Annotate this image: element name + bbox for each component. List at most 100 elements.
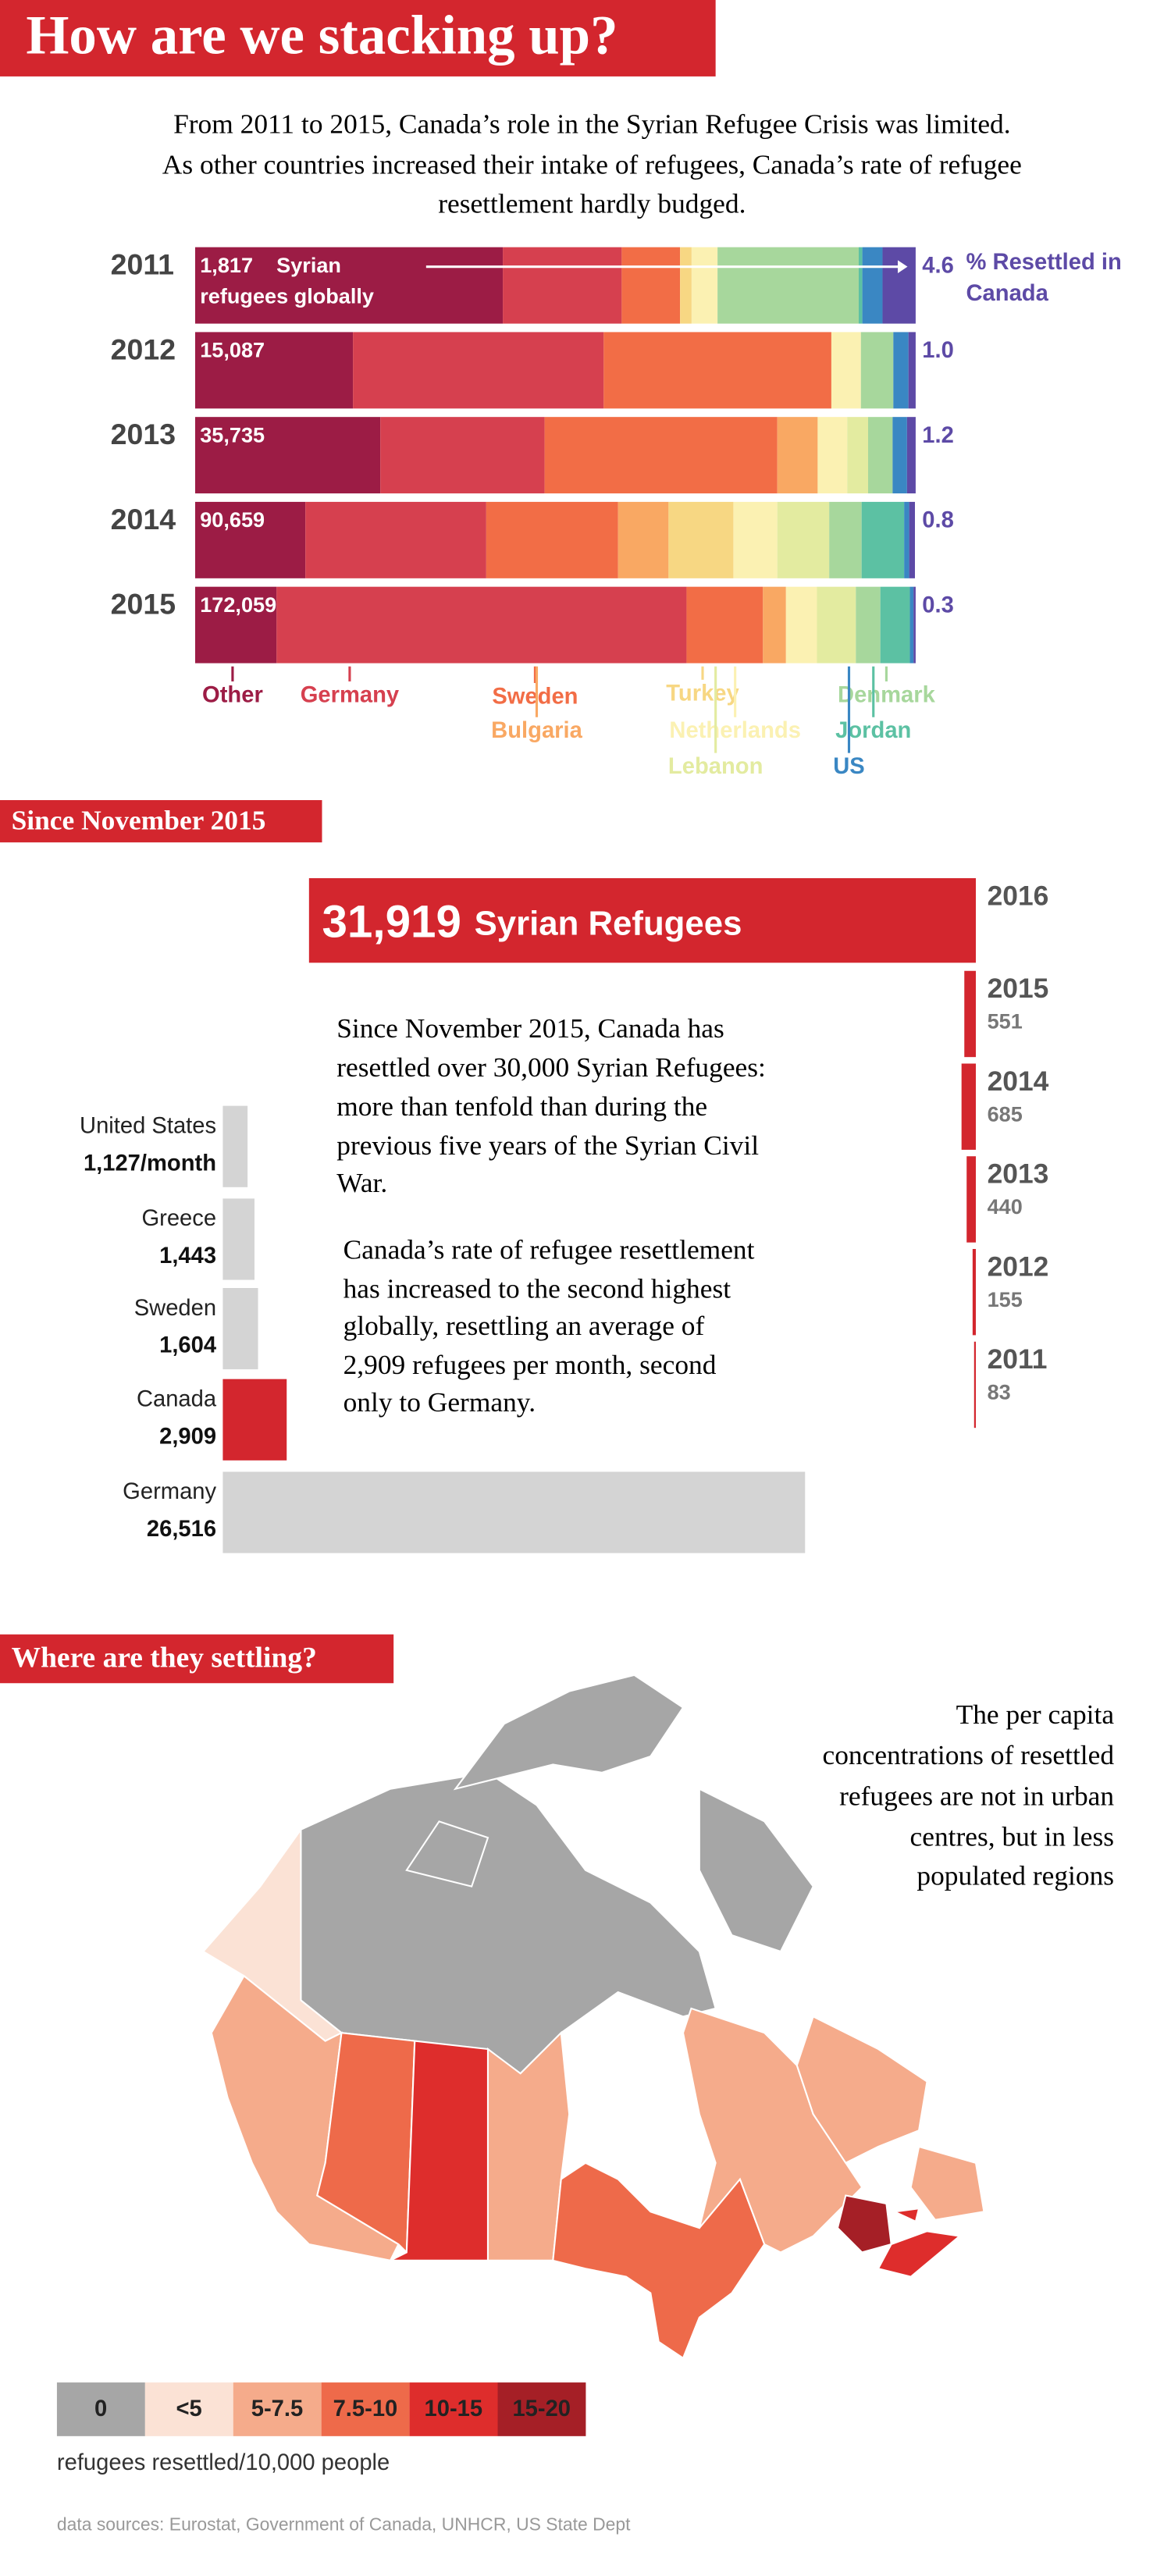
legend-label: 5-7.5 (251, 2396, 303, 2421)
value-note: Syrian Refugees (475, 904, 742, 942)
bar-segment (686, 586, 763, 664)
legend-label: Other (202, 682, 263, 707)
bar-segment (733, 501, 778, 578)
paragraph: 2,909 refugees per month, second (343, 1349, 717, 1380)
bar-segment (880, 586, 910, 664)
y-tick-label: 2014 (111, 503, 176, 535)
legend-label: Denmark (838, 682, 936, 707)
bar-segment (353, 332, 604, 409)
bar-segment (680, 247, 692, 324)
section-banner (0, 1634, 394, 1684)
category-label: 2011 (988, 1343, 1048, 1375)
region (795, 2015, 928, 2165)
legend-swatch (56, 2382, 145, 2436)
legend-label: 15-20 (512, 2396, 571, 2421)
legend-label: 0 (94, 2396, 107, 2421)
bar (222, 1105, 248, 1187)
bar-segment (195, 332, 354, 409)
legend-label: Germany (301, 682, 400, 707)
bar-segment (621, 247, 681, 324)
map-caption: refugees resettled/10,000 people (57, 2450, 390, 2475)
paragraph: only to Germany. (343, 1386, 536, 1418)
canada-note: % Resettled in (966, 250, 1122, 275)
legend-label: Jordan (835, 718, 911, 743)
bar (222, 1471, 806, 1553)
section-banner (0, 800, 322, 843)
bar (973, 1341, 976, 1429)
region (698, 1787, 814, 1953)
y-tick-label: 2012 (111, 333, 176, 365)
bar-segment (544, 417, 778, 494)
bar-segment (859, 247, 863, 324)
paragraph: War. (336, 1167, 387, 1198)
bar-segment (603, 332, 831, 409)
category-label: Germany (123, 1479, 216, 1504)
total-label: 1,817 (200, 253, 253, 277)
region (909, 2145, 985, 2221)
bar-segment (717, 247, 860, 324)
arrow-head (898, 260, 908, 273)
total-label: 90,659 (200, 507, 265, 532)
bar-segment (892, 417, 907, 494)
legend-label: Netherlands (669, 718, 801, 743)
bar-segment (276, 586, 687, 664)
section-title: Where are they settling? (12, 1642, 317, 1674)
legend-label: Canada (966, 281, 1049, 306)
bar-segment (777, 417, 818, 494)
title: How are we stacking up? (26, 5, 618, 66)
category-label: 2016 (988, 880, 1049, 911)
value-label: 155 (988, 1287, 1023, 1311)
value-label: 26,516 (147, 1517, 216, 1542)
value-label: 440 (988, 1194, 1023, 1219)
bar-segment (817, 417, 848, 494)
bar (222, 1198, 255, 1280)
paragraph: globally, resettling an average of (343, 1310, 705, 1341)
legend-swatch (233, 2382, 322, 2436)
region (836, 2194, 892, 2254)
canada-label: 0.3 (922, 592, 954, 617)
map-note: populated regions (917, 1859, 1114, 1891)
paragraph: Canada’s rate of refugee resettlement (343, 1233, 755, 1265)
bar-segment (195, 586, 277, 664)
category-label: 2012 (988, 1251, 1049, 1282)
region (405, 1820, 489, 1888)
bar-segment (195, 501, 306, 578)
bar-segment (777, 501, 830, 578)
region (552, 2161, 766, 2360)
paragraph: more than tenfold than during the (336, 1091, 707, 1122)
region (892, 2207, 920, 2223)
bar-segment (691, 247, 718, 324)
y-tick-label: 2015 (111, 588, 176, 621)
bar (308, 878, 976, 963)
total-label: 172,059 (200, 592, 276, 617)
legend-swatch (409, 2382, 498, 2436)
bar-segment (668, 501, 734, 578)
y-tick-label: 2011 (111, 248, 174, 281)
region (453, 1674, 685, 1791)
bar-segment (860, 332, 894, 409)
total-label: 15,087 (200, 338, 265, 362)
bar-segment (913, 586, 916, 664)
legend-label: US (833, 754, 865, 779)
bar-segment (909, 501, 915, 578)
legend-label: Turkey (666, 681, 739, 706)
bar-segment (906, 417, 916, 494)
map-note: centres, but in less (910, 1820, 1115, 1852)
y-tick-label: 2013 (111, 418, 176, 450)
bar-segment (893, 332, 909, 409)
value-label: 31,919 (322, 897, 461, 948)
legend-swatch (144, 2382, 233, 2436)
canada-label: 1.2 (922, 423, 954, 448)
total-note: refugees globally (200, 283, 374, 308)
bar-segment (618, 501, 669, 578)
intro: As other countries increased their intak… (162, 149, 1022, 180)
section-title: Since November 2015 (12, 804, 266, 835)
intro: From 2011 to 2015, Canada’s role in the … (173, 109, 1011, 140)
value-label: 1,604 (159, 1333, 217, 1358)
region (210, 1974, 400, 2262)
value-label: 83 (988, 1380, 1011, 1404)
category-label: United States (80, 1113, 216, 1138)
category-label: 2014 (988, 1066, 1049, 1097)
